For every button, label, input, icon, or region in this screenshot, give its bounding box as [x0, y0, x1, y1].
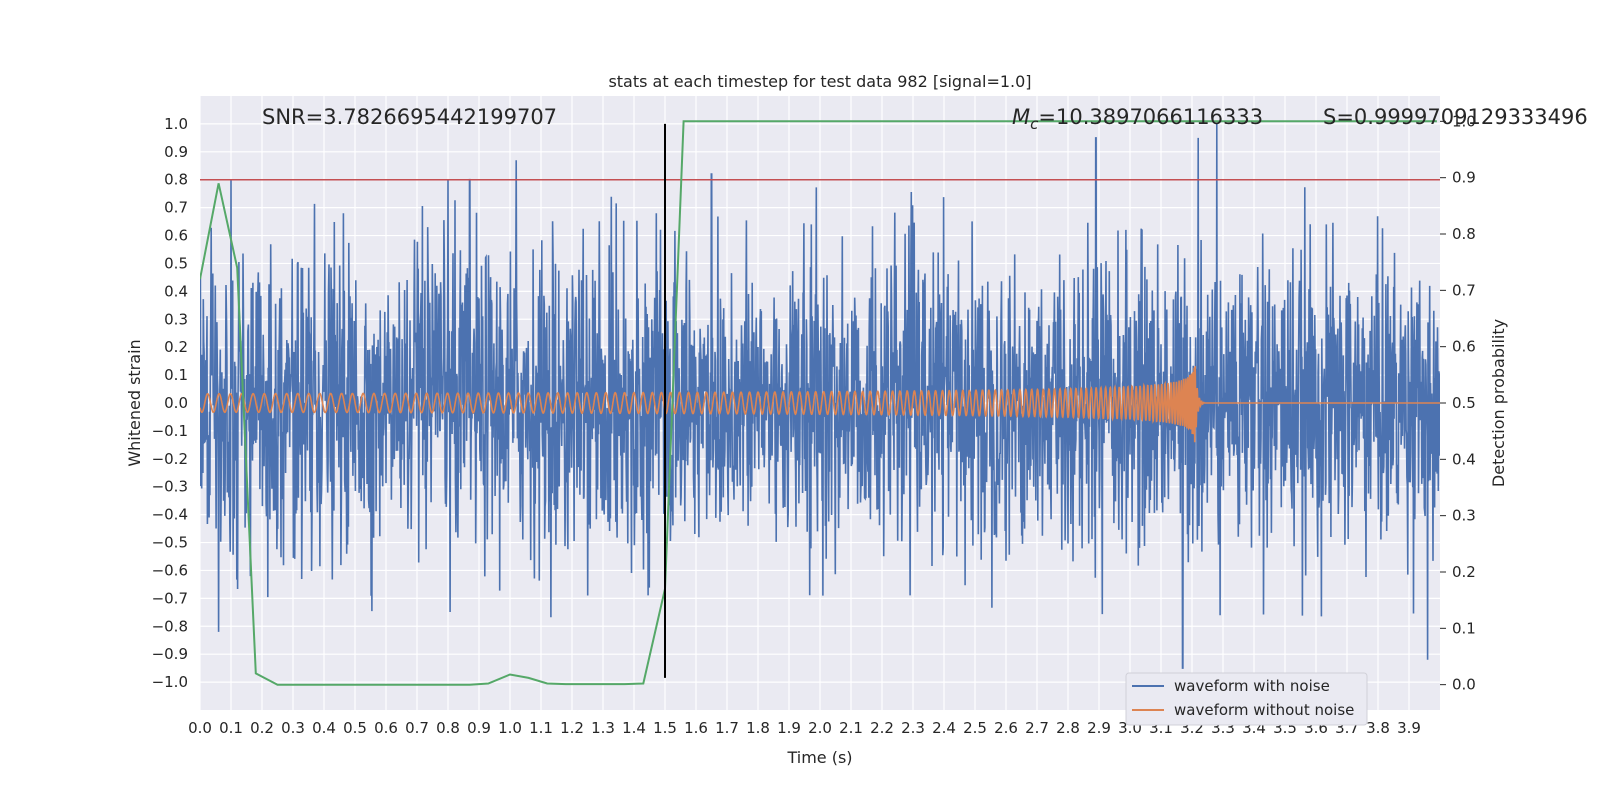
legend: waveform with noise waveform without noi…: [1125, 672, 1368, 726]
y-tick-label: 0.1: [164, 366, 188, 384]
y2-tick-label: 0.5: [1452, 394, 1476, 412]
x-tick-label: 1.8: [746, 719, 770, 737]
x-tick-label: 0.1: [219, 719, 243, 737]
x-tick-label: 1.5: [653, 719, 677, 737]
legend-label-waveform-without-noise: waveform without noise: [1174, 701, 1354, 719]
y-tick-label: 0.4: [164, 282, 188, 300]
y-axis-ticks: 1.0 0.9 0.8 0.7 0.6 0.5 0.4 0.3 0.2 0.1 0.0 −0.1 −0.…: [152, 115, 188, 691]
y2-tick-label: 0.4: [1452, 450, 1476, 468]
y2-tick-label: 0.6: [1452, 338, 1476, 356]
x-tick-label: 1.0: [498, 719, 522, 737]
y-tick-label: 0.7: [164, 199, 188, 217]
x-tick-label: 2.9: [1087, 719, 1111, 737]
x-tick-label: 0.3: [281, 719, 305, 737]
y-tick-label: −0.8: [152, 617, 188, 635]
x-tick-label: 2.1: [839, 719, 863, 737]
x-tick-label: 1.3: [591, 719, 615, 737]
y-tick-label: 0.0: [164, 394, 188, 412]
x-tick-label: 2.6: [994, 719, 1018, 737]
y-tick-label: −0.1: [152, 422, 188, 440]
series-detection-probability: [200, 120, 1437, 686]
y2-tick-label: 0.9: [1452, 169, 1476, 187]
x-tick-label: 1.6: [684, 719, 708, 737]
x-tick-label: 3.9: [1397, 719, 1421, 737]
y-tick-label: 0.9: [164, 143, 188, 161]
y-tick-label: −0.6: [152, 561, 188, 579]
plot-area: [200, 120, 1440, 686]
y2-tick-label: 0.8: [1452, 225, 1476, 243]
x-tick-label: 3.8: [1366, 719, 1390, 737]
y2-tick-label: 0.0: [1452, 676, 1476, 694]
x-tick-label: 2.4: [932, 719, 956, 737]
y-tick-label: 1.0: [164, 115, 188, 133]
y2-tick-label: 1.0: [1452, 112, 1476, 130]
x-tick-label: 0.7: [405, 719, 429, 737]
x-tick-label: 0.9: [467, 719, 491, 737]
y-tick-label: 0.2: [164, 338, 188, 356]
legend-label-waveform-with-noise: waveform with noise: [1174, 677, 1330, 695]
y-tick-label: −0.4: [152, 506, 188, 524]
y-tick-label: 0.3: [164, 310, 188, 328]
x-tick-label: 1.7: [715, 719, 739, 737]
x-tick-label: 1.2: [560, 719, 584, 737]
legend-box: [1125, 672, 1368, 726]
mc-value: =10.3897066116333: [1038, 105, 1263, 129]
x-tick-label: 2.3: [901, 719, 925, 737]
chart-title: stats at each timestep for test data 982…: [608, 72, 1031, 91]
y-tick-label: 0.6: [164, 227, 188, 245]
x-tick-label: 0.4: [312, 719, 336, 737]
y-axis-label: Whitened strain: [125, 339, 144, 466]
y2-axis-ticks: 1.0 0.9 0.8 0.7 0.6 0.5 0.4 0.3 0.2 0.1 0.0: [1440, 112, 1476, 694]
y-tick-label: −0.7: [152, 589, 188, 607]
x-tick-label: 2.0: [808, 719, 832, 737]
x-tick-label: 2.8: [1056, 719, 1080, 737]
x-tick-label: 0.5: [343, 719, 367, 737]
x-tick-label: 2.5: [963, 719, 987, 737]
x-axis-label: Time (s): [786, 748, 852, 767]
x-tick-label: 1.1: [529, 719, 553, 737]
x-tick-label: 1.4: [622, 719, 646, 737]
y-tick-label: −0.3: [152, 478, 188, 496]
y-tick-label: −0.5: [152, 534, 188, 552]
x-tick-label: 0.8: [436, 719, 460, 737]
snr-annotation: SNR=3.7826695442199707: [262, 105, 557, 129]
y-tick-label: 0.5: [164, 254, 188, 272]
x-tick-label: 2.7: [1025, 719, 1049, 737]
y2-tick-label: 0.3: [1452, 507, 1476, 525]
x-tick-label: 0.6: [374, 719, 398, 737]
mc-symbol: M: [1012, 105, 1030, 129]
series-waveform-without-noise: [200, 366, 1440, 443]
x-tick-label: 1.9: [777, 719, 801, 737]
y-tick-label: −0.2: [152, 450, 188, 468]
mc-annotation: Mc=10.3897066116333: [1012, 105, 1263, 133]
x-tick-label: 0.2: [250, 719, 274, 737]
x-tick-label: 0.0: [188, 719, 212, 737]
x-tick-label: 2.2: [870, 719, 894, 737]
y2-tick-label: 0.1: [1452, 619, 1476, 637]
s-annotation: S=0.9999709129333496: [1323, 105, 1588, 129]
mc-subscript: c: [1030, 115, 1039, 133]
y2-tick-label: 0.2: [1452, 563, 1476, 581]
y-tick-label: −1.0: [152, 673, 188, 691]
y2-axis-label: Detection probability: [1489, 319, 1508, 487]
y-tick-label: 0.8: [164, 171, 188, 189]
y2-tick-label: 0.7: [1452, 281, 1476, 299]
y-tick-label: −0.9: [152, 645, 188, 663]
